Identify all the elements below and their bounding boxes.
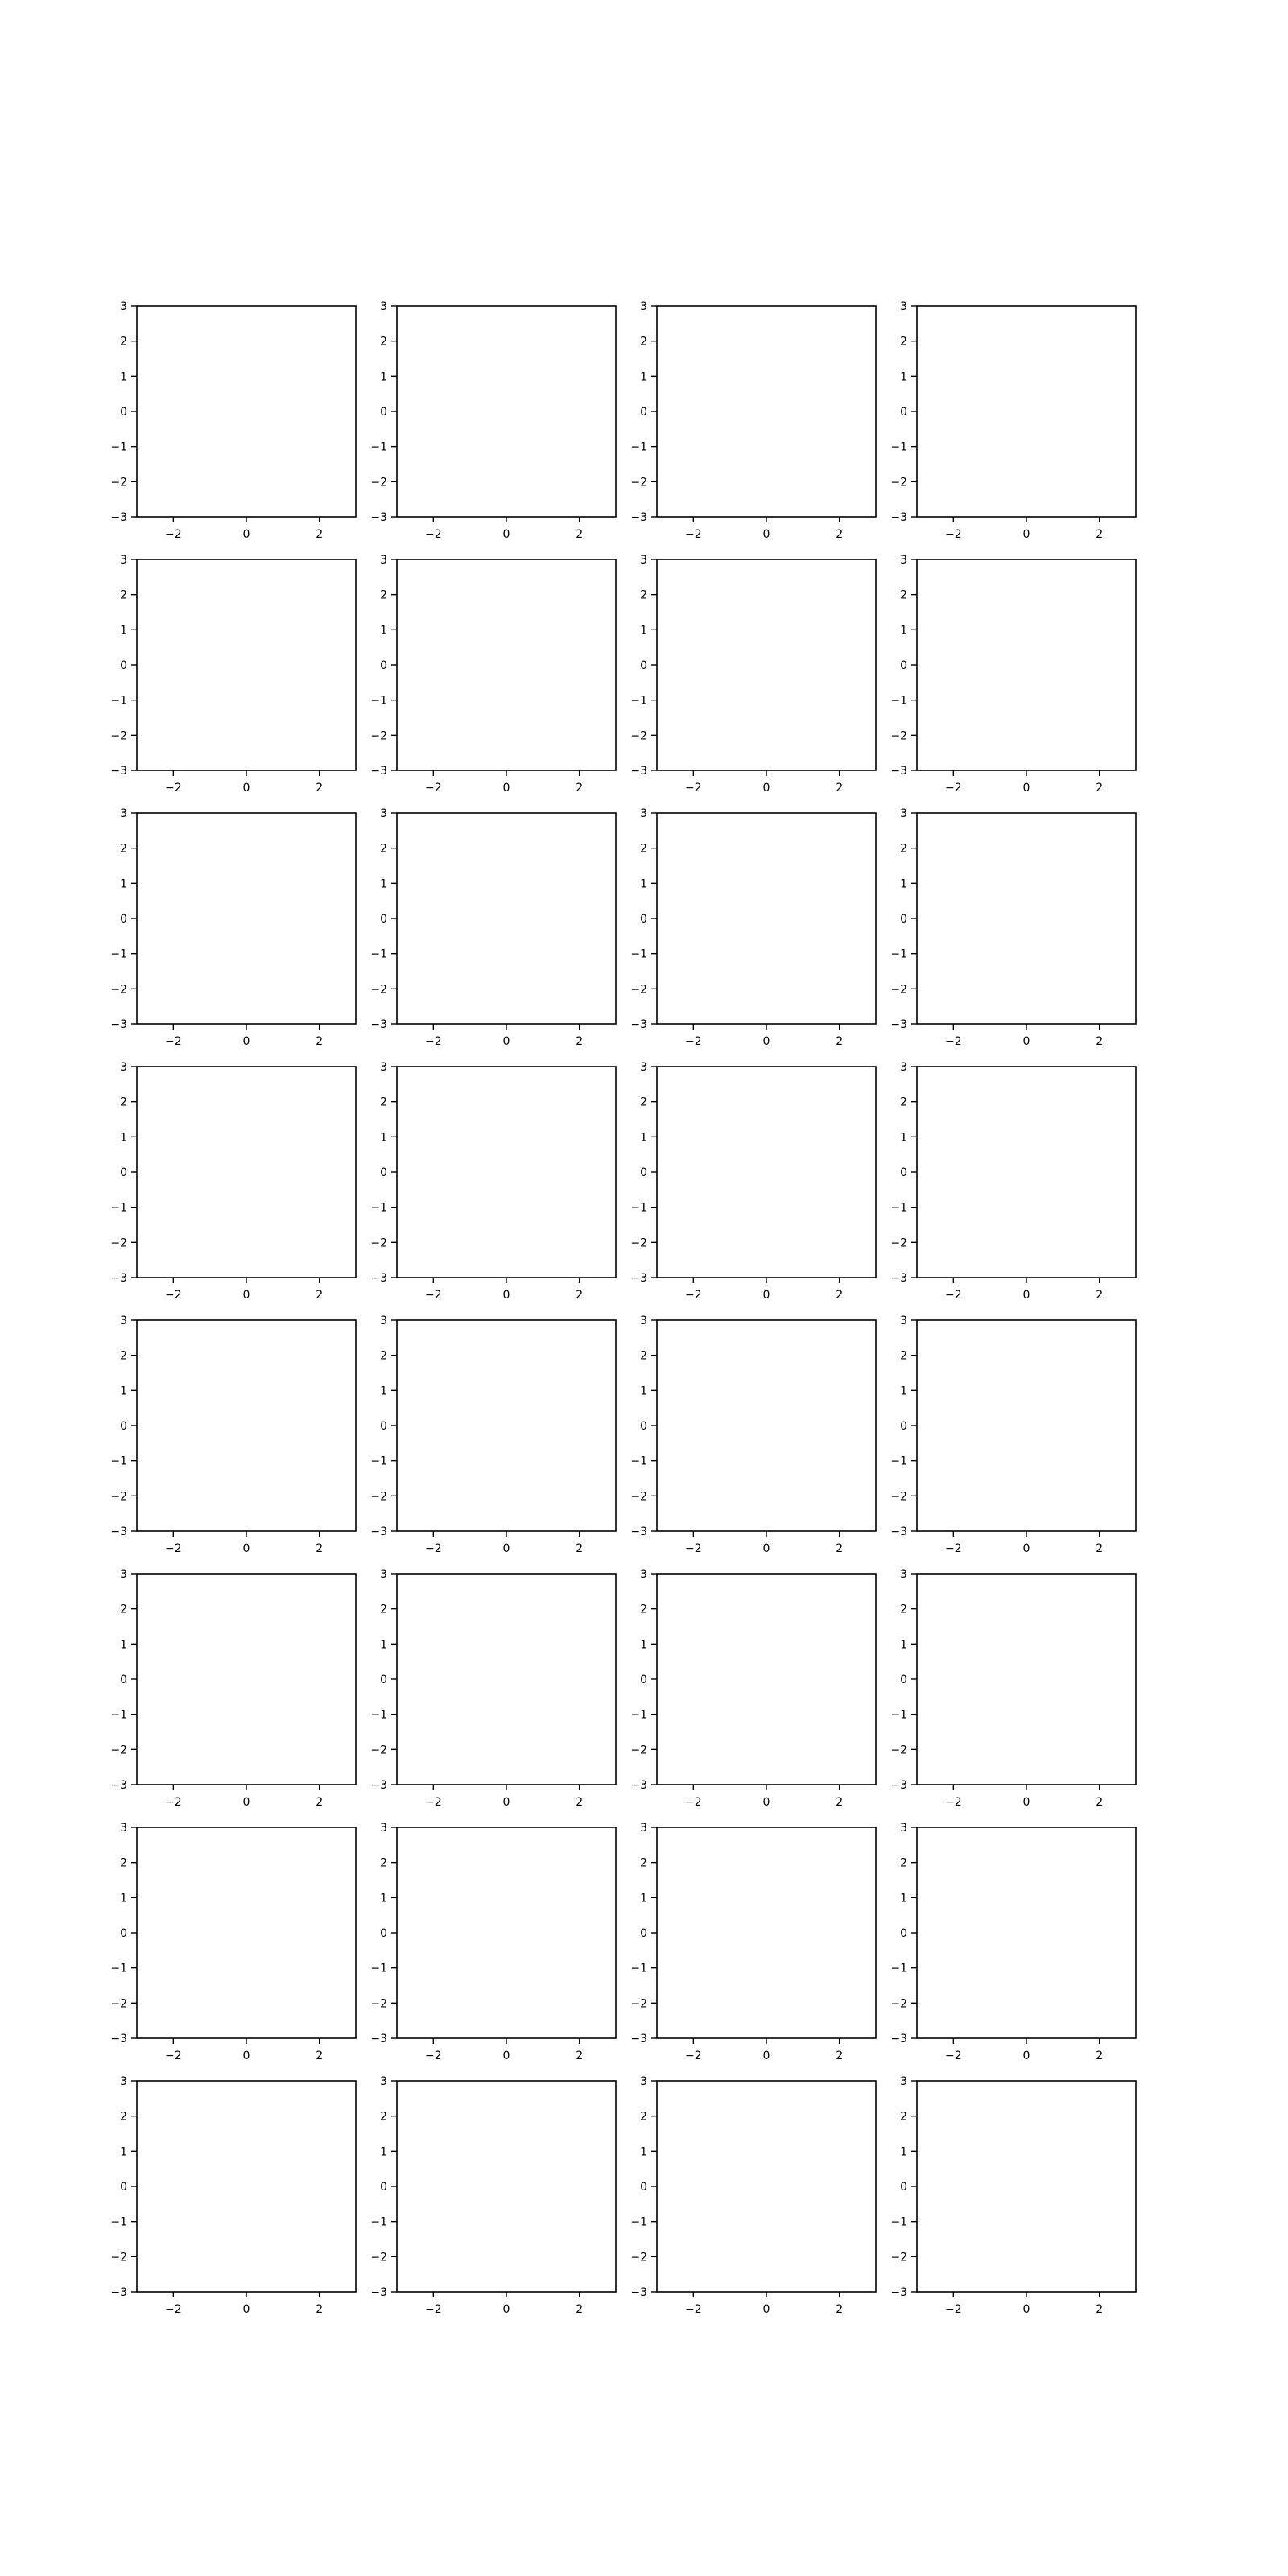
x-tick-label: −2 <box>165 528 182 541</box>
y-tick-label: −1 <box>110 441 127 454</box>
axes-frame <box>137 306 356 517</box>
y-tick-label: 2 <box>120 336 127 349</box>
scatter-point <box>624 417 625 418</box>
scatter-point <box>636 421 637 422</box>
scatter-point <box>630 367 631 368</box>
scatter-point <box>632 427 633 428</box>
y-tick-label: 3 <box>120 300 127 313</box>
x-tick-label: 2 <box>316 528 323 541</box>
y-tick-label: −3 <box>110 511 127 524</box>
scatter-point <box>630 397 631 398</box>
x-tick-label: 0 <box>243 528 250 541</box>
subplot-1: −2 0 2 −3 −2 −1 0 1 2 3 <box>110 300 358 541</box>
scatter-point <box>357 359 358 360</box>
y-tick-label: 0 <box>120 406 127 419</box>
scatter-point <box>631 377 632 378</box>
y-tick-label: 1 <box>120 370 127 383</box>
y-tick-label: −2 <box>110 476 127 489</box>
scatter-point <box>394 452 395 453</box>
